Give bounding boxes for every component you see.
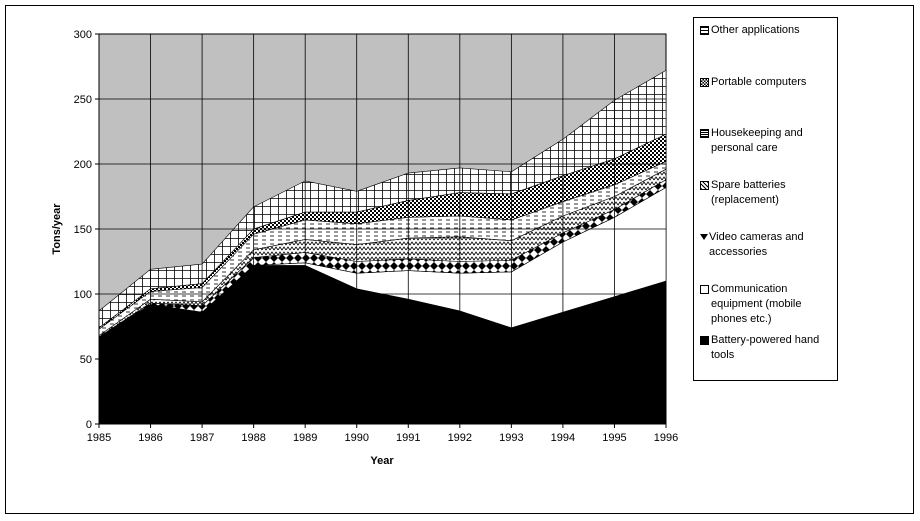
y-tick-labels: 0 50 100 150 200 250 300 — [74, 29, 92, 431]
swatch-video-cameras — [700, 233, 708, 240]
x-tick-label: 1987 — [190, 432, 214, 444]
legend-item-housekeeping: Housekeeping and personal care — [700, 126, 834, 156]
legend-label-other: Other applications — [711, 24, 800, 36]
legend-item-spare-batteries: Spare batteries (replacement) — [700, 178, 834, 208]
swatch-other — [700, 26, 709, 35]
legend-label-video-cameras: Video cameras and accessories — [709, 231, 804, 258]
legend-label-spare-batteries: Spare batteries (replacement) — [711, 179, 786, 206]
gridlines — [99, 34, 666, 424]
x-tick-label: 1996 — [654, 432, 678, 444]
y-tick-label: 300 — [74, 29, 92, 41]
y-tick-label: 0 — [86, 419, 92, 431]
chart-frame: 0 50 100 150 200 250 300 1985 1986 1987 1988 1989 1… — [5, 5, 914, 514]
x-tick-label: 1995 — [602, 432, 626, 444]
legend-label-hand-tools: Battery-powered hand tools — [711, 334, 820, 361]
legend-label-portable-computers: Portable computers — [711, 76, 807, 88]
y-axis-title: Tons/year — [51, 203, 63, 255]
x-axis-title: Year — [370, 455, 394, 467]
x-tick-label: 1993 — [499, 432, 523, 444]
y-tick-label: 100 — [74, 289, 92, 301]
x-tick-label: 1985 — [87, 432, 111, 444]
x-tick-label: 1988 — [241, 432, 265, 444]
x-tick-label: 1992 — [448, 432, 472, 444]
x-tick-labels: 1985 1986 1987 1988 1989 1990 1991 1992 1993 1994… — [87, 432, 678, 444]
legend-label-communication: Communication equipment (mobile phones e… — [711, 283, 802, 325]
legend-item-video-cameras: Video cameras and accessories — [700, 230, 834, 260]
legend-item-other: Other applications — [700, 23, 834, 38]
y-tick-label: 250 — [74, 94, 92, 106]
x-tick-label: 1989 — [293, 432, 317, 444]
y-tick-label: 150 — [74, 224, 92, 236]
x-tick-label: 1991 — [396, 432, 420, 444]
legend-item-communication: Communication equipment (mobile phones e… — [700, 282, 834, 327]
legend-item-hand-tools: Battery-powered hand tools — [700, 333, 834, 363]
x-tick-label: 1994 — [551, 432, 575, 444]
swatch-portable-computers — [700, 78, 709, 87]
swatch-hand-tools — [700, 336, 709, 345]
axes — [95, 33, 667, 428]
legend-item-portable-computers: Portable computers — [700, 75, 834, 90]
y-tick-label: 50 — [80, 354, 92, 366]
y-tick-label: 200 — [74, 159, 92, 171]
swatch-spare-batteries — [700, 181, 709, 190]
swatch-housekeeping — [700, 129, 709, 138]
legend: Other applications Portable computers Ho… — [693, 17, 838, 381]
x-tick-label: 1986 — [138, 432, 162, 444]
x-tick-label: 1990 — [344, 432, 368, 444]
swatch-communication — [700, 285, 709, 294]
legend-label-housekeeping: Housekeeping and personal care — [711, 127, 803, 154]
